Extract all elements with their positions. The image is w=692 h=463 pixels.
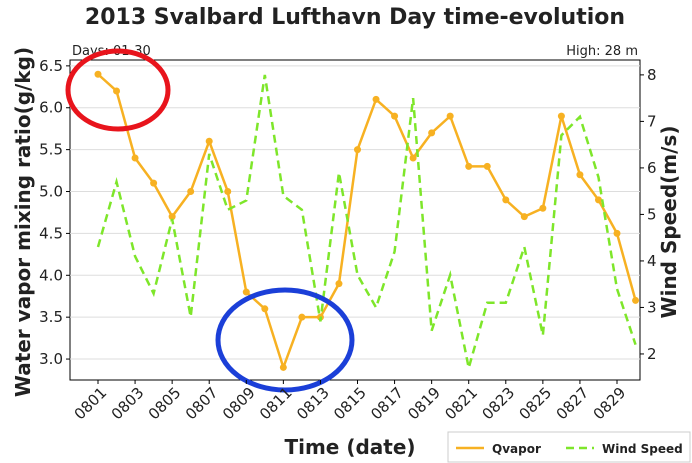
point — [502, 196, 510, 204]
y-tick-label: 6.5 — [39, 57, 63, 75]
point — [224, 188, 232, 196]
plot-frame — [69, 59, 641, 381]
point — [372, 95, 380, 103]
point — [557, 112, 565, 120]
point — [113, 87, 121, 95]
y-tick-label: 4.5 — [39, 224, 63, 242]
y2-tick-label: 4 — [647, 252, 657, 270]
x-axis-label: Time (date) — [284, 435, 415, 459]
x-tick-label: 0803 — [108, 384, 148, 424]
y-tick-label: 3.5 — [39, 308, 63, 326]
y2-tick-label: 2 — [647, 345, 657, 363]
series-line — [96, 74, 637, 369]
x-tick-label: 0801 — [71, 384, 111, 424]
x-tick-label: 0815 — [330, 384, 370, 424]
y-axis-label: Water vapor mixing ratio(g/kg) — [11, 47, 35, 397]
point — [261, 305, 269, 313]
y2-tick-label: 3 — [647, 298, 657, 316]
x-tick-label: 0819 — [404, 384, 444, 424]
x-tick-label: 0823 — [478, 384, 518, 424]
point — [335, 280, 343, 288]
annotation: High: 28 m — [566, 44, 638, 59]
highlight-ellipse — [65, 48, 171, 132]
point — [594, 196, 602, 204]
point — [131, 154, 139, 162]
point — [576, 171, 584, 179]
y-tick-label: 6.0 — [39, 99, 63, 117]
x-tick-label: 0805 — [145, 384, 185, 424]
point — [428, 129, 436, 137]
point — [483, 162, 491, 170]
marks — [70, 65, 640, 372]
point — [632, 296, 640, 304]
point — [205, 137, 213, 145]
y2-tick-label: 5 — [647, 205, 657, 223]
point — [539, 204, 547, 212]
x-tick-label: 0827 — [553, 384, 593, 424]
highlight-ellipse — [215, 287, 355, 393]
point — [446, 112, 454, 120]
point — [298, 313, 306, 321]
x-tick-label: 0821 — [441, 384, 481, 424]
point — [187, 188, 195, 196]
point — [465, 162, 473, 170]
x-tick-label: 0809 — [219, 384, 259, 424]
y2-tick-label: 6 — [647, 159, 657, 177]
chart-title: 2013 Svalbard Lufthavn Day time-evolutio… — [85, 5, 625, 30]
legend-label: Qvapor — [492, 442, 541, 456]
point — [150, 179, 158, 187]
x-tick-label: 0825 — [515, 384, 555, 424]
y-tick-label: 4.0 — [39, 266, 63, 284]
y-tick-label: 3.0 — [39, 350, 63, 368]
point — [613, 229, 621, 237]
point — [242, 288, 250, 296]
point — [520, 213, 528, 221]
y-tick-label: 5.5 — [39, 141, 63, 159]
point — [94, 70, 102, 78]
y2-tick-label: 8 — [647, 66, 657, 84]
x-tick-label: 0829 — [590, 384, 630, 424]
point — [391, 112, 399, 120]
point — [279, 363, 287, 371]
y2-axis-label: Wind Speed(m/s) — [657, 126, 681, 319]
point — [409, 154, 417, 162]
series-line — [97, 73, 637, 372]
y2-tick-label: 7 — [647, 112, 657, 130]
legend-label: Wind Speed — [602, 442, 683, 456]
y-tick-label: 5.0 — [39, 183, 63, 201]
x-tick-label: 0817 — [367, 384, 407, 424]
point — [354, 146, 361, 154]
point — [168, 213, 176, 221]
x-tick-label: 0807 — [182, 384, 222, 424]
